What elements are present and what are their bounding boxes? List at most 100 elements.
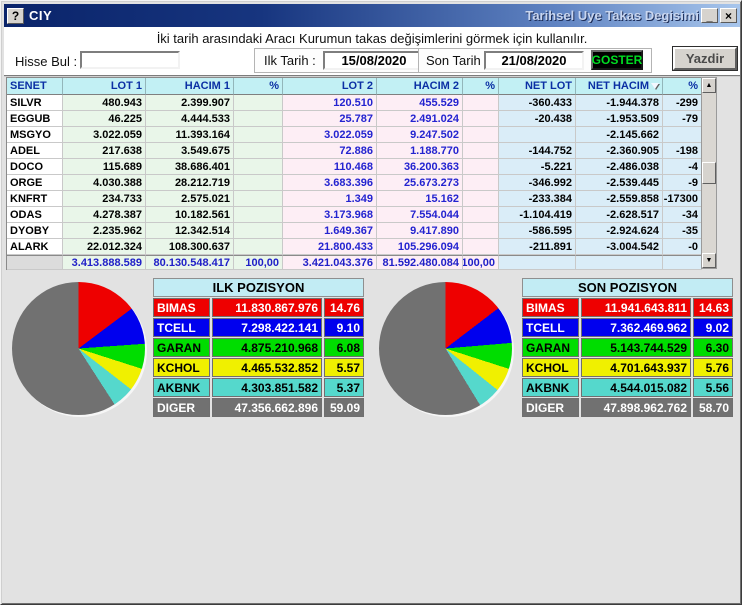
value-cell[interactable]: -4	[663, 159, 702, 175]
value-cell[interactable]: 46.225	[63, 111, 146, 127]
stock-code-cell[interactable]: MSGYO	[7, 127, 63, 143]
value-cell[interactable]	[463, 207, 499, 223]
column-header-4[interactable]: LOT 2	[283, 78, 377, 95]
value-cell[interactable]: 22.012.324	[63, 239, 146, 255]
value-cell[interactable]: -35	[663, 223, 702, 239]
value-cell[interactable]: 72.886	[283, 143, 377, 159]
value-cell[interactable]: -299	[663, 95, 702, 111]
value-cell[interactable]: 36.200.363	[377, 159, 463, 175]
column-header-0[interactable]: SENET	[7, 78, 63, 95]
value-cell[interactable]: 4.444.533	[146, 111, 234, 127]
ilk-tarih-input[interactable]: 15/08/2020	[323, 51, 425, 70]
value-cell[interactable]	[463, 239, 499, 255]
value-cell[interactable]: -586.595	[499, 223, 576, 239]
value-cell[interactable]: 3.683.396	[283, 175, 377, 191]
value-cell[interactable]: -1.944.378	[576, 95, 663, 111]
value-cell[interactable]	[234, 191, 283, 207]
value-cell[interactable]: -1.953.509	[576, 111, 663, 127]
value-cell[interactable]: 234.733	[63, 191, 146, 207]
value-cell[interactable]: -360.433	[499, 95, 576, 111]
value-cell[interactable]: 28.212.719	[146, 175, 234, 191]
value-cell[interactable]	[234, 111, 283, 127]
stock-code-cell[interactable]: ORGE	[7, 175, 63, 191]
value-cell[interactable]: 12.342.514	[146, 223, 234, 239]
column-header-6[interactable]: %	[463, 78, 499, 95]
value-cell[interactable]: -2.145.662	[576, 127, 663, 143]
value-cell[interactable]: 1.188.770	[377, 143, 463, 159]
value-cell[interactable]: 25.787	[283, 111, 377, 127]
value-cell[interactable]	[234, 127, 283, 143]
value-cell[interactable]: 108.300.637	[146, 239, 234, 255]
column-header-9[interactable]: %	[663, 78, 702, 95]
hisse-bul-input[interactable]	[80, 51, 180, 69]
value-cell[interactable]: 3.022.059	[283, 127, 377, 143]
value-cell[interactable]: -5.221	[499, 159, 576, 175]
value-cell[interactable]: -211.891	[499, 239, 576, 255]
value-cell[interactable]	[463, 191, 499, 207]
value-cell[interactable]: 21.800.433	[283, 239, 377, 255]
yazdir-button[interactable]: Yazdir	[673, 47, 737, 70]
value-cell[interactable]	[234, 175, 283, 191]
value-cell[interactable]: 4.278.387	[63, 207, 146, 223]
column-header-1[interactable]: LOT 1	[63, 78, 146, 95]
column-header-7[interactable]: NET LOT	[499, 78, 576, 95]
value-cell[interactable]	[234, 95, 283, 111]
value-cell[interactable]: 1.649.367	[283, 223, 377, 239]
value-cell[interactable]: 9.417.890	[377, 223, 463, 239]
minimize-icon[interactable]: _	[701, 8, 718, 23]
value-cell[interactable]: -2.486.038	[576, 159, 663, 175]
value-cell[interactable]	[463, 143, 499, 159]
value-cell[interactable]: -233.384	[499, 191, 576, 207]
value-cell[interactable]: 2.575.021	[146, 191, 234, 207]
value-cell[interactable]: 25.673.273	[377, 175, 463, 191]
goster-button[interactable]: GOSTER	[591, 50, 643, 70]
column-header-3[interactable]: %	[234, 78, 283, 95]
value-cell[interactable]: 480.943	[63, 95, 146, 111]
value-cell[interactable]: -3.004.542	[576, 239, 663, 255]
value-cell[interactable]: -2.559.858	[576, 191, 663, 207]
value-cell[interactable]: 3.022.059	[63, 127, 146, 143]
value-cell[interactable]: -1.104.419	[499, 207, 576, 223]
column-header-2[interactable]: HACIM 1	[146, 78, 234, 95]
value-cell[interactable]: 1.349	[283, 191, 377, 207]
value-cell[interactable]: 115.689	[63, 159, 146, 175]
stock-code-cell[interactable]: SILVR	[7, 95, 63, 111]
value-cell[interactable]: -2.539.445	[576, 175, 663, 191]
value-cell[interactable]: 4.030.388	[63, 175, 146, 191]
help-icon[interactable]: ?	[7, 7, 24, 24]
value-cell[interactable]: 105.296.094	[377, 239, 463, 255]
value-cell[interactable]: -17300	[663, 191, 702, 207]
value-cell[interactable]: 3.173.968	[283, 207, 377, 223]
son-tarih-input[interactable]: 21/08/2020	[484, 51, 584, 70]
value-cell[interactable]: 110.468	[283, 159, 377, 175]
value-cell[interactable]: -2.628.517	[576, 207, 663, 223]
value-cell[interactable]: -2.360.905	[576, 143, 663, 159]
scroll-up-icon[interactable]: ▲	[702, 78, 716, 93]
stock-code-cell[interactable]: ADEL	[7, 143, 63, 159]
value-cell[interactable]	[234, 159, 283, 175]
value-cell[interactable]: 10.182.561	[146, 207, 234, 223]
value-cell[interactable]: 9.247.502	[377, 127, 463, 143]
scroll-thumb[interactable]	[702, 162, 716, 184]
value-cell[interactable]	[234, 239, 283, 255]
scroll-down-icon[interactable]: ▼	[702, 253, 716, 268]
value-cell[interactable]	[463, 127, 499, 143]
value-cell[interactable]	[463, 159, 499, 175]
value-cell[interactable]: -346.992	[499, 175, 576, 191]
value-cell[interactable]: 7.554.044	[377, 207, 463, 223]
value-cell[interactable]	[234, 223, 283, 239]
stock-code-cell[interactable]: EGGUB	[7, 111, 63, 127]
value-cell[interactable]: 15.162	[377, 191, 463, 207]
value-cell[interactable]: 3.549.675	[146, 143, 234, 159]
value-cell[interactable]: 2.491.024	[377, 111, 463, 127]
stock-code-cell[interactable]: ODAS	[7, 207, 63, 223]
value-cell[interactable]: 38.686.401	[146, 159, 234, 175]
value-cell[interactable]: 11.393.164	[146, 127, 234, 143]
value-cell[interactable]: 120.510	[283, 95, 377, 111]
value-cell[interactable]	[463, 223, 499, 239]
value-cell[interactable]: 2.235.962	[63, 223, 146, 239]
table-scrollbar[interactable]: ▲ ▼	[701, 77, 717, 269]
value-cell[interactable]: -34	[663, 207, 702, 223]
value-cell[interactable]: 217.638	[63, 143, 146, 159]
value-cell[interactable]	[499, 127, 576, 143]
